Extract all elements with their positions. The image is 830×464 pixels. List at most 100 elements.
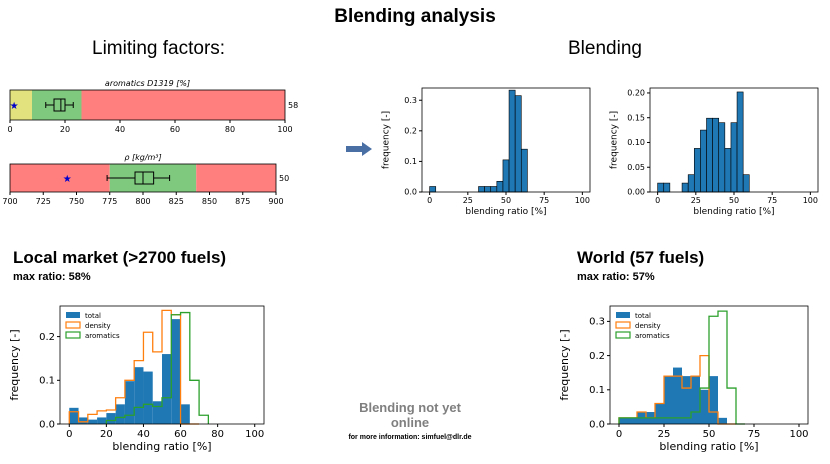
step-series-aromatics — [105, 311, 210, 424]
legend-label-aromatics: aromatics — [85, 332, 120, 340]
x-tick-label: 0 — [7, 125, 12, 134]
y-tick-label: 0.2 — [589, 351, 605, 362]
x-tick-label: 825 — [169, 197, 184, 206]
legend-swatch-aromatics — [615, 331, 631, 339]
y-axis-label: frequency [-] — [609, 111, 619, 169]
contact-info: for more information: simfuel@dlr.de — [348, 434, 472, 441]
histogram-bar — [502, 159, 510, 193]
range-right-label: 58 — [288, 101, 298, 110]
x-tick-label: 20 — [60, 125, 70, 134]
histogram-bar — [490, 186, 498, 193]
y-tick-label: 0.1 — [589, 385, 605, 396]
x-tick-label: 0 — [66, 429, 72, 440]
histogram-bar — [700, 129, 707, 193]
y-tick-label: 0.05 — [627, 163, 645, 172]
legend-swatch-density — [615, 321, 631, 329]
y-tick-label: 0.1 — [39, 376, 55, 387]
histogram-bar — [124, 381, 135, 424]
x-tick-label: 25 — [691, 196, 701, 205]
x-tick-label: 100 — [789, 429, 808, 440]
legend-swatch-total — [616, 312, 630, 318]
x-tick-label: 40 — [115, 125, 125, 134]
x-tick-label: 900 — [268, 197, 283, 206]
x-tick-label: 0 — [427, 196, 432, 205]
y-tick-label: 0.2 — [404, 126, 417, 135]
legend-label-density: density — [85, 322, 111, 330]
histogram-bar — [655, 403, 664, 424]
density-range-chart: ρ [kg/m³] ★ 700 725 750 775 800 825 850 875 900 50 — [2, 153, 289, 206]
histogram-bar — [520, 148, 528, 193]
x-tick-label: 40 — [137, 429, 150, 440]
histogram-bar — [718, 122, 726, 193]
histogram-bar — [693, 148, 701, 193]
histogram-bar — [663, 182, 671, 193]
histogram-bar — [706, 117, 713, 193]
x-tick-label: 50 — [729, 196, 739, 205]
star-marker: ★ — [63, 174, 72, 185]
x-tick-label: 100 — [575, 196, 590, 205]
local-max-ratio: max ratio: 58% — [13, 271, 91, 283]
y-tick-label: 0.20 — [627, 89, 645, 98]
x-tick-label: 80 — [211, 429, 224, 440]
x-axis-label: blending ratio [%] — [465, 207, 546, 217]
limiting-factors-title: Limiting factors: — [92, 38, 226, 59]
y-tick-label: 0.0 — [39, 419, 55, 430]
plot-frame — [59, 305, 265, 425]
x-tick-label: 775 — [102, 197, 117, 206]
histogram-bar — [736, 91, 744, 193]
range-right-label: 50 — [279, 174, 289, 183]
x-tick-label: 60 — [170, 125, 180, 134]
histogram-bar — [742, 174, 750, 193]
histogram-bar — [508, 89, 516, 193]
histogram-bar — [162, 354, 172, 424]
y-tick-label: 0.0 — [589, 419, 605, 430]
histogram-bar — [700, 389, 709, 424]
histogram-bar — [657, 182, 665, 193]
blending-local-histogram: 0 25 50 75 100 0.0 0.1 0.2 0.3 blending ratio [%]… — [381, 87, 591, 217]
x-tick-label: 800 — [135, 197, 150, 206]
range-segment — [10, 90, 32, 120]
legend-swatch-density — [65, 321, 81, 329]
x-tick-label: 850 — [202, 197, 217, 206]
histogram-bar — [496, 180, 504, 193]
x-axis-label: blending ratio [%] — [659, 440, 758, 453]
x-tick-label: 100 — [277, 125, 292, 134]
y-tick-label: 0.00 — [627, 188, 645, 197]
histogram-bar — [78, 417, 88, 424]
local-market-histogram: 0 20 40 60 80 100 0.0 0.1 0.2 blending ratio [%] f… — [10, 305, 265, 453]
page-title: Blending analysis — [334, 6, 496, 27]
world-title: World (57 fuels) — [577, 248, 705, 267]
y-tick-label: 0.2 — [39, 332, 55, 343]
histogram-bar — [673, 367, 682, 424]
histogram-bar — [152, 401, 162, 424]
y-axis-label: frequency [-] — [381, 111, 391, 169]
legend-label-total: total — [635, 312, 651, 320]
legend-label-aromatics: aromatics — [635, 332, 670, 340]
legend-swatch-total — [66, 312, 80, 318]
x-tick-label: 25 — [658, 429, 671, 440]
histogram-bar — [681, 182, 689, 193]
histogram-bar — [429, 186, 437, 193]
x-tick-label: 50 — [501, 196, 511, 205]
histogram-bar — [134, 367, 144, 424]
arrow-icon — [346, 142, 372, 156]
histogram-bar — [106, 413, 116, 424]
histogram-bar — [730, 122, 738, 193]
x-tick-label: 50 — [703, 429, 716, 440]
x-axis-label: blending ratio [%] — [693, 207, 774, 217]
step-series-aromatics — [618, 310, 745, 425]
range-segment — [196, 164, 276, 192]
histogram-bar — [514, 95, 522, 193]
x-tick-label: 0 — [616, 429, 622, 440]
x-tick-label: 20 — [100, 429, 113, 440]
x-tick-label: 25 — [463, 196, 473, 205]
legend-label-density: density — [635, 322, 661, 330]
histogram-bar — [682, 376, 691, 424]
x-tick-label: 100 — [803, 196, 818, 205]
x-tick-label: 725 — [36, 197, 51, 206]
histogram-bar — [712, 117, 720, 193]
x-tick-label: 750 — [69, 197, 84, 206]
aromatics-range-chart: aromatics D1319 [%] ★ 0 20 40 60 80 100 58 — [7, 79, 298, 134]
histogram-bar — [619, 417, 628, 424]
range-segment — [81, 90, 285, 120]
